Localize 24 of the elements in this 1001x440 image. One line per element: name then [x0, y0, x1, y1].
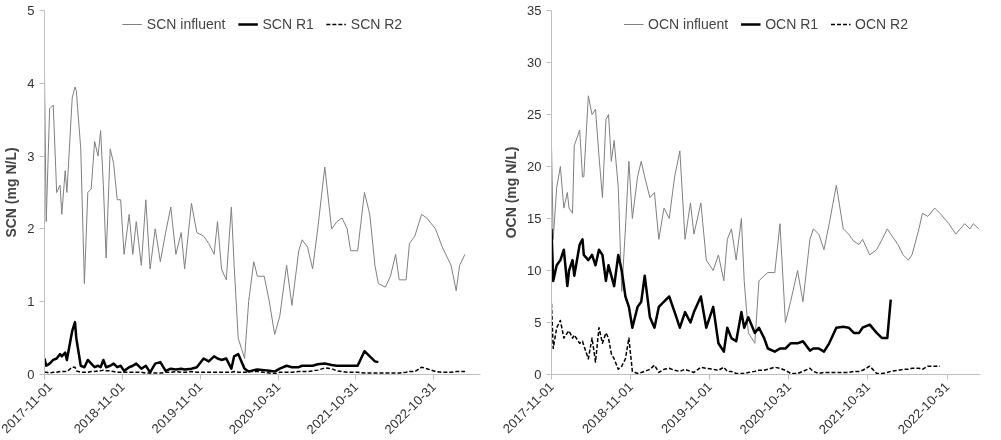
y-axis-title: SCN (mg N/L): [3, 147, 20, 238]
y-tick-label: 1: [27, 294, 35, 310]
legend-label: OCN R1: [765, 16, 819, 32]
y-tick-label: 5: [27, 3, 35, 18]
y-tick-label: 4: [27, 75, 35, 91]
y-tick-label: 3: [27, 148, 35, 164]
legend-label: SCN R2: [350, 16, 403, 32]
y-axis-title: OCN (mg N/L): [503, 146, 520, 239]
y-tick-label: 35: [527, 3, 542, 18]
y-tick-label: 0: [27, 367, 35, 382]
line-series: [551, 95, 980, 344]
y-tick-label: 2: [27, 221, 35, 237]
legend-label: OCN influent: [648, 16, 729, 32]
y-tick-label: 5: [534, 315, 542, 330]
y-tick-label: 20: [527, 159, 542, 174]
y-tick-label: 10: [527, 263, 542, 278]
line-series: [551, 227, 892, 353]
y-tick-label: 15: [527, 211, 542, 226]
y-tick-label: 30: [527, 55, 542, 70]
legend-label: OCN R2: [855, 16, 908, 32]
legend-label: SCN R1: [262, 16, 314, 32]
y-tick-label: 25: [527, 107, 542, 122]
y-tick-label: 0: [534, 367, 542, 382]
legend-label: SCN influent: [146, 16, 226, 32]
